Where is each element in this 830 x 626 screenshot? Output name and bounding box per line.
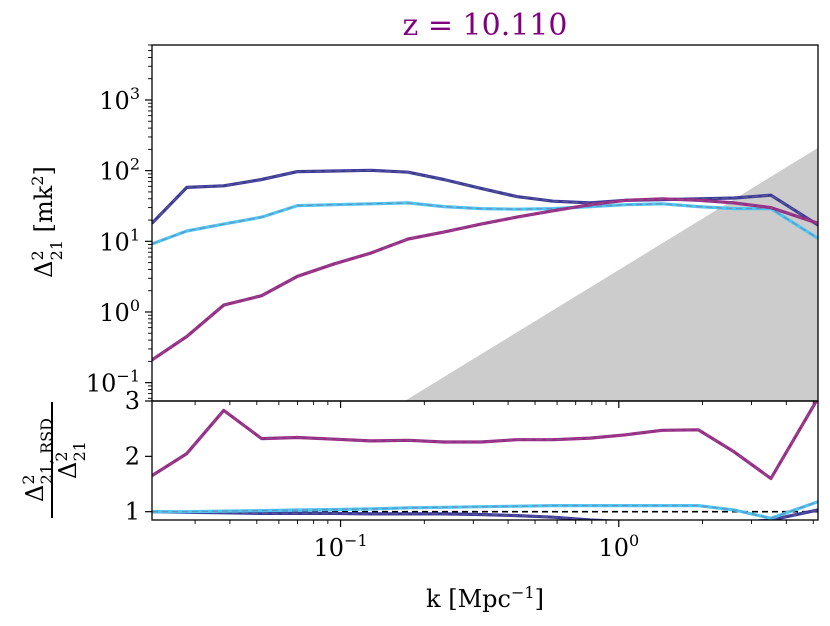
bottom-panel: 1 2 3 10−1 100 Δ221, RSD Δ221 k [Mpc−1] xyxy=(19,387,819,613)
top-series-light-blue-dash xyxy=(152,202,818,245)
top-series-magenta-dash xyxy=(152,198,818,361)
bottom-series-magenta-dash xyxy=(152,401,818,480)
top-ytick-label: 103 xyxy=(99,84,140,115)
top-ytick-label: 10−1 xyxy=(86,367,140,398)
top-ytick-label: 102 xyxy=(99,155,140,186)
top-y-axis-label: Δ221 [mk2] xyxy=(28,166,66,278)
top-series-dark-blue-dash xyxy=(152,169,818,226)
top-ytick-label: 101 xyxy=(99,225,140,256)
chart-title: z = 10.110 xyxy=(403,8,568,43)
bottom-series-magenta xyxy=(152,401,818,481)
bottom-series-dark-blue xyxy=(152,508,818,520)
bottom-xtick-label: 10−1 xyxy=(314,531,368,562)
ratio-denominator: Δ221 xyxy=(52,441,89,479)
bottom-series-light-blue xyxy=(152,500,818,520)
bottom-ytick-label: 2 xyxy=(125,442,140,470)
x-axis-label: k [Mpc−1] xyxy=(426,583,544,613)
bottom-ytick-label: 1 xyxy=(125,498,140,526)
ratio-numerator: Δ221, RSD xyxy=(19,418,56,502)
bottom-axes-frame xyxy=(151,400,819,521)
top-ytick-label: 100 xyxy=(99,296,140,327)
bottom-ytick-label: 3 xyxy=(125,387,140,415)
bottom-xtick-label: 100 xyxy=(598,531,639,562)
shaded-region xyxy=(404,147,818,401)
top-panel: 10−1 100 101 102 103 Δ221 [mk2] xyxy=(28,44,819,408)
bottom-y-axis-label: Δ221, RSD Δ221 xyxy=(19,402,89,518)
